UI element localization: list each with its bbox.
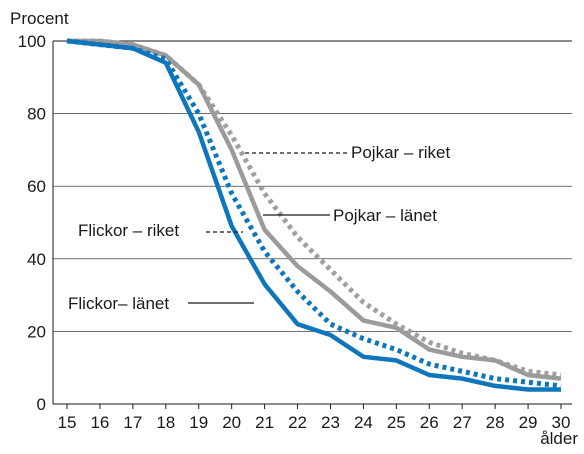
x-tick-label: 25 — [387, 413, 406, 432]
x-tick-label: 18 — [156, 413, 175, 432]
series-line-3 — [66, 38, 561, 392]
x-tick-label: 26 — [420, 413, 439, 432]
x-tick-label: 30 — [552, 413, 571, 432]
x-tick-label: 24 — [354, 413, 373, 432]
x-tick-label: 19 — [189, 413, 208, 432]
series-line-2 — [66, 38, 562, 389]
x-axis-ticks: 15 16 17 18 19 20 21 22 23 24 25 26 27 28 29 30 — [58, 404, 571, 432]
x-tick-label: 15 — [58, 413, 77, 432]
y-tick-label: 80 — [27, 105, 46, 124]
label-flickor-riket: Flickor – riket — [78, 221, 179, 240]
y-tick-label: 40 — [27, 250, 46, 269]
x-tick-label: 29 — [519, 413, 538, 432]
y-tick-label: 100 — [18, 32, 46, 51]
y-tick-label: 0 — [37, 395, 46, 414]
gridlines — [53, 40, 572, 332]
label-pojkar-lanet: Pojkar – länet — [333, 206, 437, 225]
label-flickor-lanet: Flickor– länet — [68, 294, 169, 313]
series-line-0 — [67, 38, 562, 378]
x-tick-label: 17 — [123, 413, 142, 432]
series-annotations: Pojkar – riket Pojkar – länet Flickor – … — [68, 143, 450, 313]
y-tick-label: 20 — [27, 322, 46, 341]
x-tick-label: 27 — [453, 413, 472, 432]
y-axis-title: Procent — [10, 9, 69, 28]
x-tick-label: 28 — [486, 413, 505, 432]
x-axis-title: ålder — [540, 429, 578, 448]
label-pojkar-riket: Pojkar – riket — [351, 143, 450, 162]
series-lines — [66, 38, 562, 392]
x-tick-label: 16 — [90, 413, 109, 432]
series-line-1 — [67, 38, 562, 381]
y-axis-ticks: 0 20 40 60 80 100 — [18, 32, 46, 414]
x-tick-label: 22 — [288, 413, 307, 432]
y-tick-label: 60 — [27, 177, 46, 196]
x-tick-label: 21 — [255, 413, 274, 432]
x-tick-label: 20 — [222, 413, 241, 432]
x-tick-label: 23 — [321, 413, 340, 432]
